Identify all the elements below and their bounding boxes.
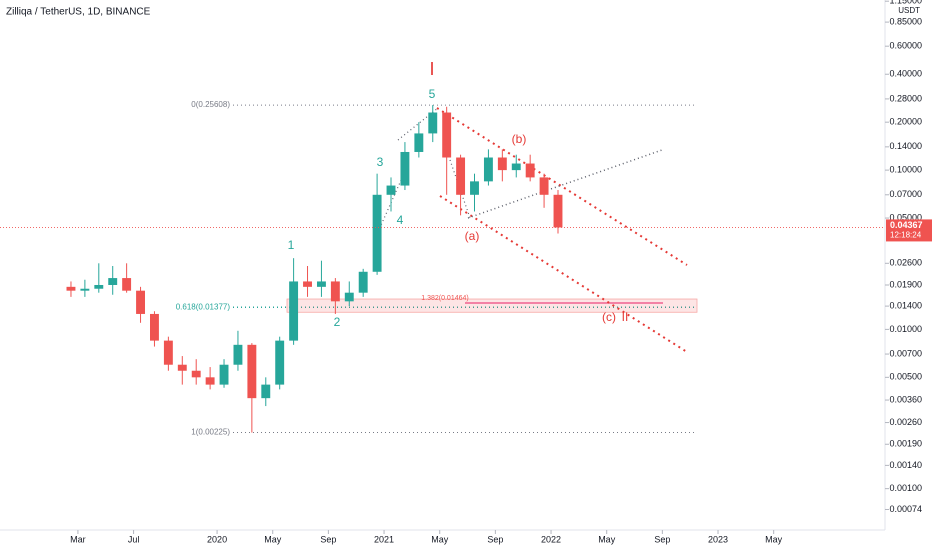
x-tick-label: 2022	[541, 534, 561, 544]
y-tick-label: 0.00360	[889, 394, 922, 404]
y-tick-label: 0.00190	[889, 439, 922, 449]
candle-body	[372, 194, 382, 272]
candle-body	[414, 133, 424, 152]
x-tick-label: Sep	[654, 534, 670, 544]
wave-label: 5	[429, 87, 436, 101]
candle-body	[400, 151, 410, 186]
y-tick-label: 0.14000	[889, 141, 922, 151]
candle-body	[289, 281, 299, 341]
candle-body	[233, 344, 243, 365]
fib-label: 1(0.00225)	[191, 428, 230, 437]
candle-body	[80, 288, 90, 291]
last-price-tag	[886, 219, 932, 242]
x-tick-label: Jul	[128, 534, 140, 544]
wave-label: 3	[377, 155, 384, 169]
channel-bottom	[439, 195, 688, 353]
y-tick-label: 0.01000	[889, 324, 922, 334]
y-tick-label: 0.00700	[889, 348, 922, 358]
candle-body	[275, 340, 285, 385]
x-tick-label: 2020	[207, 534, 227, 544]
x-tick-label: May	[431, 534, 449, 544]
wave-label: (c)	[602, 310, 616, 324]
wave-label: 1	[288, 238, 295, 252]
fib-label: 0.618(0.01377)	[176, 302, 231, 311]
candle-body	[358, 271, 368, 293]
y-tick-label: 0.60000	[889, 41, 922, 51]
wave-label: I	[429, 59, 434, 79]
y-tick-label: 0.05000	[889, 212, 922, 222]
candle-body	[525, 163, 535, 178]
candle-body	[386, 185, 396, 195]
candle-body	[66, 286, 76, 291]
candle-body	[497, 157, 507, 171]
x-tick-label: 2023	[708, 534, 728, 544]
x-tick-label: May	[264, 534, 282, 544]
y-tick-label: 0.07000	[889, 189, 922, 199]
candle-body	[219, 364, 229, 385]
last-price-label: 0.04367	[890, 220, 923, 230]
fib-label: 0(0.25608)	[191, 100, 230, 109]
y-tick-label: 0.85000	[889, 16, 922, 26]
y-tick-label: 0.10000	[889, 164, 922, 174]
wave-label: II	[622, 310, 629, 324]
candle-body	[539, 177, 549, 195]
candle-body	[303, 281, 312, 287]
candle-body	[511, 163, 521, 171]
candle-body	[122, 278, 132, 291]
candle-body	[150, 313, 159, 341]
chart-title: Zilliqa / TetherUS, 1D, BINANCE	[6, 7, 151, 18]
y-tick-label: 0.40000	[889, 69, 922, 79]
y-tick-label: 0.00260	[889, 417, 922, 427]
candle-body	[191, 370, 201, 378]
wave-label: (a)	[465, 229, 480, 243]
candle-body	[316, 281, 326, 287]
candle-body	[428, 112, 438, 134]
candle-body	[205, 377, 215, 385]
candle-body	[136, 290, 145, 314]
x-tick-label: May	[598, 534, 616, 544]
wave-label: 2	[334, 315, 341, 329]
y-tick-label: 0.01400	[889, 300, 922, 310]
extension-label: 1.382(0.01464)	[421, 295, 468, 302]
candle-body	[108, 278, 118, 285]
y-tick-label: 1.15000	[889, 0, 922, 6]
y-tick-label: 0.00140	[889, 460, 922, 470]
y-tick-label: 0.02600	[889, 258, 922, 268]
candle-body	[163, 340, 173, 365]
axis-unit: USDT	[898, 6, 920, 15]
x-tick-label: May	[765, 534, 783, 544]
y-tick-label: 0.01900	[889, 279, 922, 289]
wave-label: 4	[397, 213, 404, 227]
candle-body	[442, 112, 452, 158]
candle-body	[553, 194, 563, 228]
wave-label: (b)	[512, 132, 527, 146]
y-tick-label: 0.00100	[889, 483, 922, 493]
candle-body	[456, 157, 466, 195]
candle-body	[261, 384, 271, 399]
x-tick-label: Mar	[70, 534, 86, 544]
channel-lines	[377, 107, 688, 353]
trend-line	[397, 107, 439, 141]
candle-body	[344, 292, 354, 302]
y-tick-label: 0.28000	[889, 93, 922, 103]
x-tick-label: Sep	[320, 534, 336, 544]
y-tick-label: 0.00074	[889, 504, 922, 514]
candle-body	[330, 281, 340, 302]
y-tick-label: 0.20000	[889, 117, 922, 127]
x-tick-label: 2021	[374, 534, 394, 544]
channel-top	[436, 107, 688, 266]
candle-body	[177, 364, 187, 371]
candle-body	[483, 157, 493, 182]
countdown-label: 12:18:24	[890, 231, 922, 240]
y-tick-label: 0.00500	[889, 372, 922, 382]
x-tick-label: Sep	[487, 534, 503, 544]
candle-body	[470, 181, 479, 195]
candle-body	[247, 344, 257, 399]
candle-body	[94, 284, 104, 289]
